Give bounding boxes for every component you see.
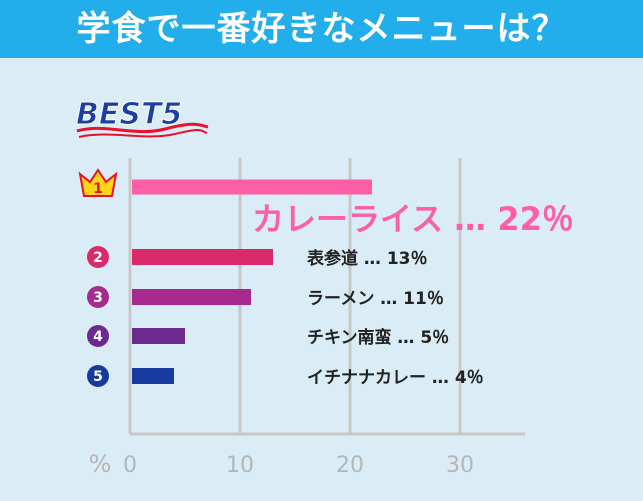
rank-label-4: 4 bbox=[93, 329, 103, 345]
page-title: 学食で一番好きなメニューは？ bbox=[76, 9, 567, 49]
data-label-3: ラーメン … 11％ bbox=[307, 289, 444, 309]
bar-5 bbox=[132, 368, 174, 384]
crown-icon bbox=[78, 168, 118, 197]
rank-circle-4 bbox=[87, 325, 109, 347]
rank-circle-2 bbox=[87, 246, 109, 268]
data-label-4: チキン南蛮 … 5％ bbox=[307, 327, 449, 348]
bar-3 bbox=[132, 289, 251, 305]
badge-text: BEST5 bbox=[76, 97, 182, 132]
x-tick-label-0: 0 bbox=[123, 453, 137, 478]
best5-badge: BEST5 bbox=[76, 97, 209, 138]
rank-label-3: 3 bbox=[93, 290, 103, 306]
badge-underline-2 bbox=[78, 129, 208, 138]
badge-underline bbox=[76, 122, 209, 134]
data-label-5: イチナナカレー … 4％ bbox=[307, 368, 484, 388]
x-tick-label-2: 20 bbox=[336, 453, 364, 478]
x-tick-label-1: 10 bbox=[226, 453, 254, 478]
bar-4 bbox=[132, 328, 185, 344]
data-label-2: 表参道 … 13％ bbox=[307, 248, 428, 269]
rank-circle-3 bbox=[87, 286, 109, 308]
rank-label-2: 2 bbox=[93, 250, 103, 266]
bar-2 bbox=[132, 249, 273, 265]
title-bar bbox=[0, 0, 643, 58]
rank-label-1: 1 bbox=[93, 181, 103, 197]
x-tick-label-3: 30 bbox=[446, 453, 474, 478]
axis-unit-label: % bbox=[89, 450, 112, 478]
rank-circle-5 bbox=[87, 365, 109, 387]
rank-label-5: 5 bbox=[93, 369, 103, 385]
data-label-1: カレーライス … 22％ bbox=[252, 200, 574, 238]
bar-1 bbox=[132, 179, 372, 195]
